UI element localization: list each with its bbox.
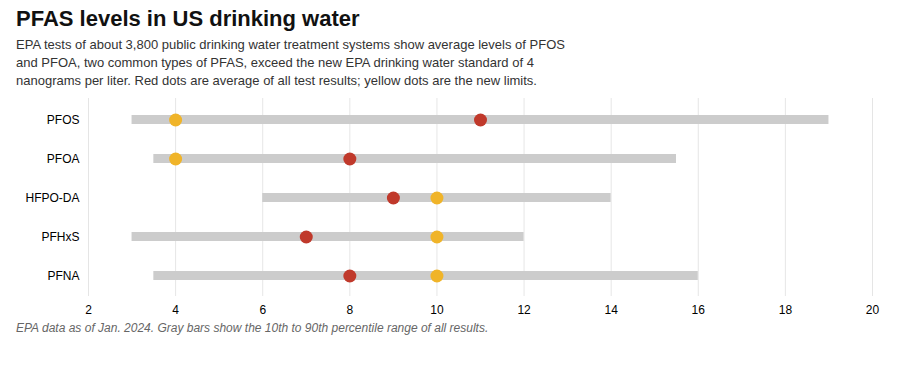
svg-text:14: 14 xyxy=(604,303,618,317)
svg-text:4: 4 xyxy=(172,303,179,317)
svg-text:PFOA: PFOA xyxy=(47,152,80,166)
svg-text:8: 8 xyxy=(346,303,353,317)
svg-text:PFOS: PFOS xyxy=(47,113,80,127)
html-text:EPA tests of about 3,800 publi: EPA tests of about 3,800 public drinking… xyxy=(16,37,565,88)
svg-text:PFNA: PFNA xyxy=(47,269,79,283)
svg-text:HFPO-DA: HFPO-DA xyxy=(26,191,80,205)
svg-text:18: 18 xyxy=(779,303,793,317)
svg-text:2: 2 xyxy=(85,303,92,317)
svg-text:16: 16 xyxy=(692,303,706,317)
svg-text:PFHxS: PFHxS xyxy=(41,230,79,244)
html-text:PFAS levels in US drinking wat: PFAS levels in US drinking water xyxy=(16,6,360,31)
svg-text:10: 10 xyxy=(430,303,444,317)
svg-text:12: 12 xyxy=(517,303,531,317)
html-text:EPA data as of Jan. 2024. Gray: EPA data as of Jan. 2024. Gray bars show… xyxy=(16,321,489,335)
svg-text:20: 20 xyxy=(866,303,880,317)
svg-text:6: 6 xyxy=(259,303,266,317)
